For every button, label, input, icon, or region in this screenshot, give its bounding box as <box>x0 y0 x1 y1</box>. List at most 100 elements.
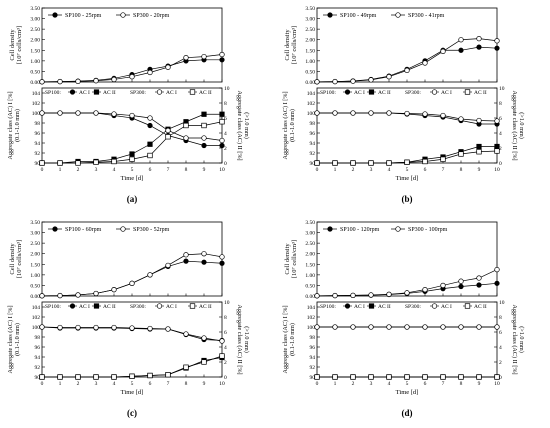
data-point <box>386 324 392 330</box>
legend-marker <box>431 89 438 95</box>
legend-marker <box>464 89 471 95</box>
y-tick-label-left: 102 <box>307 315 316 321</box>
y-tick-label: 3.50 <box>30 6 40 12</box>
chart-panel: 0.00 0.50 1.00 1.50 2.00 2.50 3.00 3.50 Cell den… <box>282 6 525 204</box>
legend-label: AC II <box>103 304 116 310</box>
data-point <box>75 110 81 116</box>
legend-label: AC I <box>166 90 177 96</box>
legend-marker <box>156 303 163 309</box>
data-point <box>219 260 225 266</box>
data-point <box>476 36 482 42</box>
chart-panel: 0.00 0.50 1.00 1.50 2.00 2.50 3.00 3.50 Cell den… <box>7 220 250 418</box>
y-tick-label-left: 100 <box>32 325 41 331</box>
data-point <box>440 282 446 289</box>
x-tick-label: 9 <box>478 167 481 173</box>
y-tick-label-left: 96 <box>35 131 41 137</box>
data-point <box>422 60 428 66</box>
y-tick-label-right: 0 <box>224 375 227 381</box>
y-tick-label-right: 2 <box>224 146 227 152</box>
legend-label: AC I <box>441 90 452 96</box>
y-tick-label-left: 104 <box>307 91 316 97</box>
y-tick-label: 2.00 <box>305 252 315 258</box>
y-tick-label-right: 2 <box>224 360 227 366</box>
legend-label: AC II <box>474 304 487 310</box>
data-point <box>314 293 320 299</box>
y-tick-label-right: 4 <box>499 345 502 351</box>
y-tick-label: 3.00 <box>30 17 40 23</box>
legend-marker <box>189 89 196 95</box>
y-tick-label-right: 10 <box>499 86 505 92</box>
data-point <box>494 38 500 44</box>
y-tick-label: 3.00 <box>305 17 315 23</box>
data-point <box>93 110 99 116</box>
data-point <box>165 134 171 140</box>
x-tick-label: 6 <box>424 381 427 387</box>
bottom-y-axis-label-right: Aggregate class (AC) II [%] <box>511 90 518 160</box>
y-tick-label-left: 94 <box>35 355 41 361</box>
bottom-y-axis-label-left: Aggregate class (AC) I [%] <box>282 91 289 159</box>
y-tick-label: 0.00 <box>305 80 315 86</box>
x-tick-label: 5 <box>131 381 134 387</box>
bottom-y-axis-label-right: Aggregate class (AC) II [%] <box>236 90 243 160</box>
y-tick-label-right: 6 <box>224 330 227 336</box>
y-tick-label: 3.50 <box>305 6 315 12</box>
top-y-axis-label: [10⁷ cells/cm³] <box>291 240 298 278</box>
legend-marker <box>69 303 76 309</box>
data-point <box>350 292 356 299</box>
y-tick-label-left: 96 <box>35 345 41 351</box>
y-tick-label-right: 10 <box>224 300 230 306</box>
legend-label: SP100: <box>320 90 336 96</box>
data-point <box>39 110 45 116</box>
data-point <box>440 324 446 330</box>
legend-marker <box>93 303 100 309</box>
x-tick-label: 2 <box>77 381 80 387</box>
y-tick-label-left: 98 <box>35 335 41 341</box>
x-tick-label: 2 <box>352 167 355 173</box>
y-tick-label-left: 92 <box>310 151 316 157</box>
x-tick-label: 6 <box>149 381 152 387</box>
data-point <box>147 152 153 159</box>
x-tick-label: 5 <box>406 381 409 387</box>
data-point <box>422 374 428 380</box>
legend-label: AC II <box>103 90 116 96</box>
data-point <box>219 338 225 344</box>
legend-marker <box>52 12 58 18</box>
series-line <box>316 46 498 83</box>
data-point <box>440 156 446 162</box>
legend-label: SP300: <box>405 90 421 96</box>
legend-marker <box>431 303 438 309</box>
y-tick-label-left: 94 <box>310 355 316 361</box>
data-point <box>386 110 392 116</box>
x-tick-label: 4 <box>113 381 116 387</box>
x-tick-label: 8 <box>460 381 463 387</box>
data-point <box>350 160 356 166</box>
legend-label: AC II <box>378 90 391 96</box>
data-point <box>201 259 207 265</box>
data-point <box>111 287 117 293</box>
x-tick-label: 10 <box>494 167 500 173</box>
y-tick-label-right: 10 <box>224 86 230 92</box>
bottom-y-axis-label-left: (0.1-1.0 mm) <box>289 109 296 142</box>
y-tick-label: 2.50 <box>305 241 315 247</box>
y-tick-label-right: 10 <box>499 300 505 306</box>
data-point <box>314 79 320 85</box>
y-tick-label: 2.00 <box>30 38 40 44</box>
data-point <box>129 280 135 286</box>
top-y-axis-label: Cell density <box>9 243 16 275</box>
x-tick-label: 9 <box>478 381 481 387</box>
legend-marker <box>52 226 58 232</box>
x-tick-label: 9 <box>203 167 206 173</box>
data-point <box>219 353 225 359</box>
y-tick-label-left: 104 <box>32 305 41 311</box>
y-tick-label-left: 96 <box>310 131 316 137</box>
data-point <box>57 374 63 380</box>
data-point <box>39 293 45 299</box>
data-point <box>201 53 207 60</box>
legend-label: AC II <box>474 90 487 96</box>
legend-marker <box>464 303 471 309</box>
data-point <box>147 122 153 129</box>
y-tick-label-right: 4 <box>224 345 227 351</box>
y-tick-label-left: 92 <box>35 365 41 371</box>
data-point <box>422 158 428 165</box>
legend-label: SP300: <box>130 304 146 310</box>
